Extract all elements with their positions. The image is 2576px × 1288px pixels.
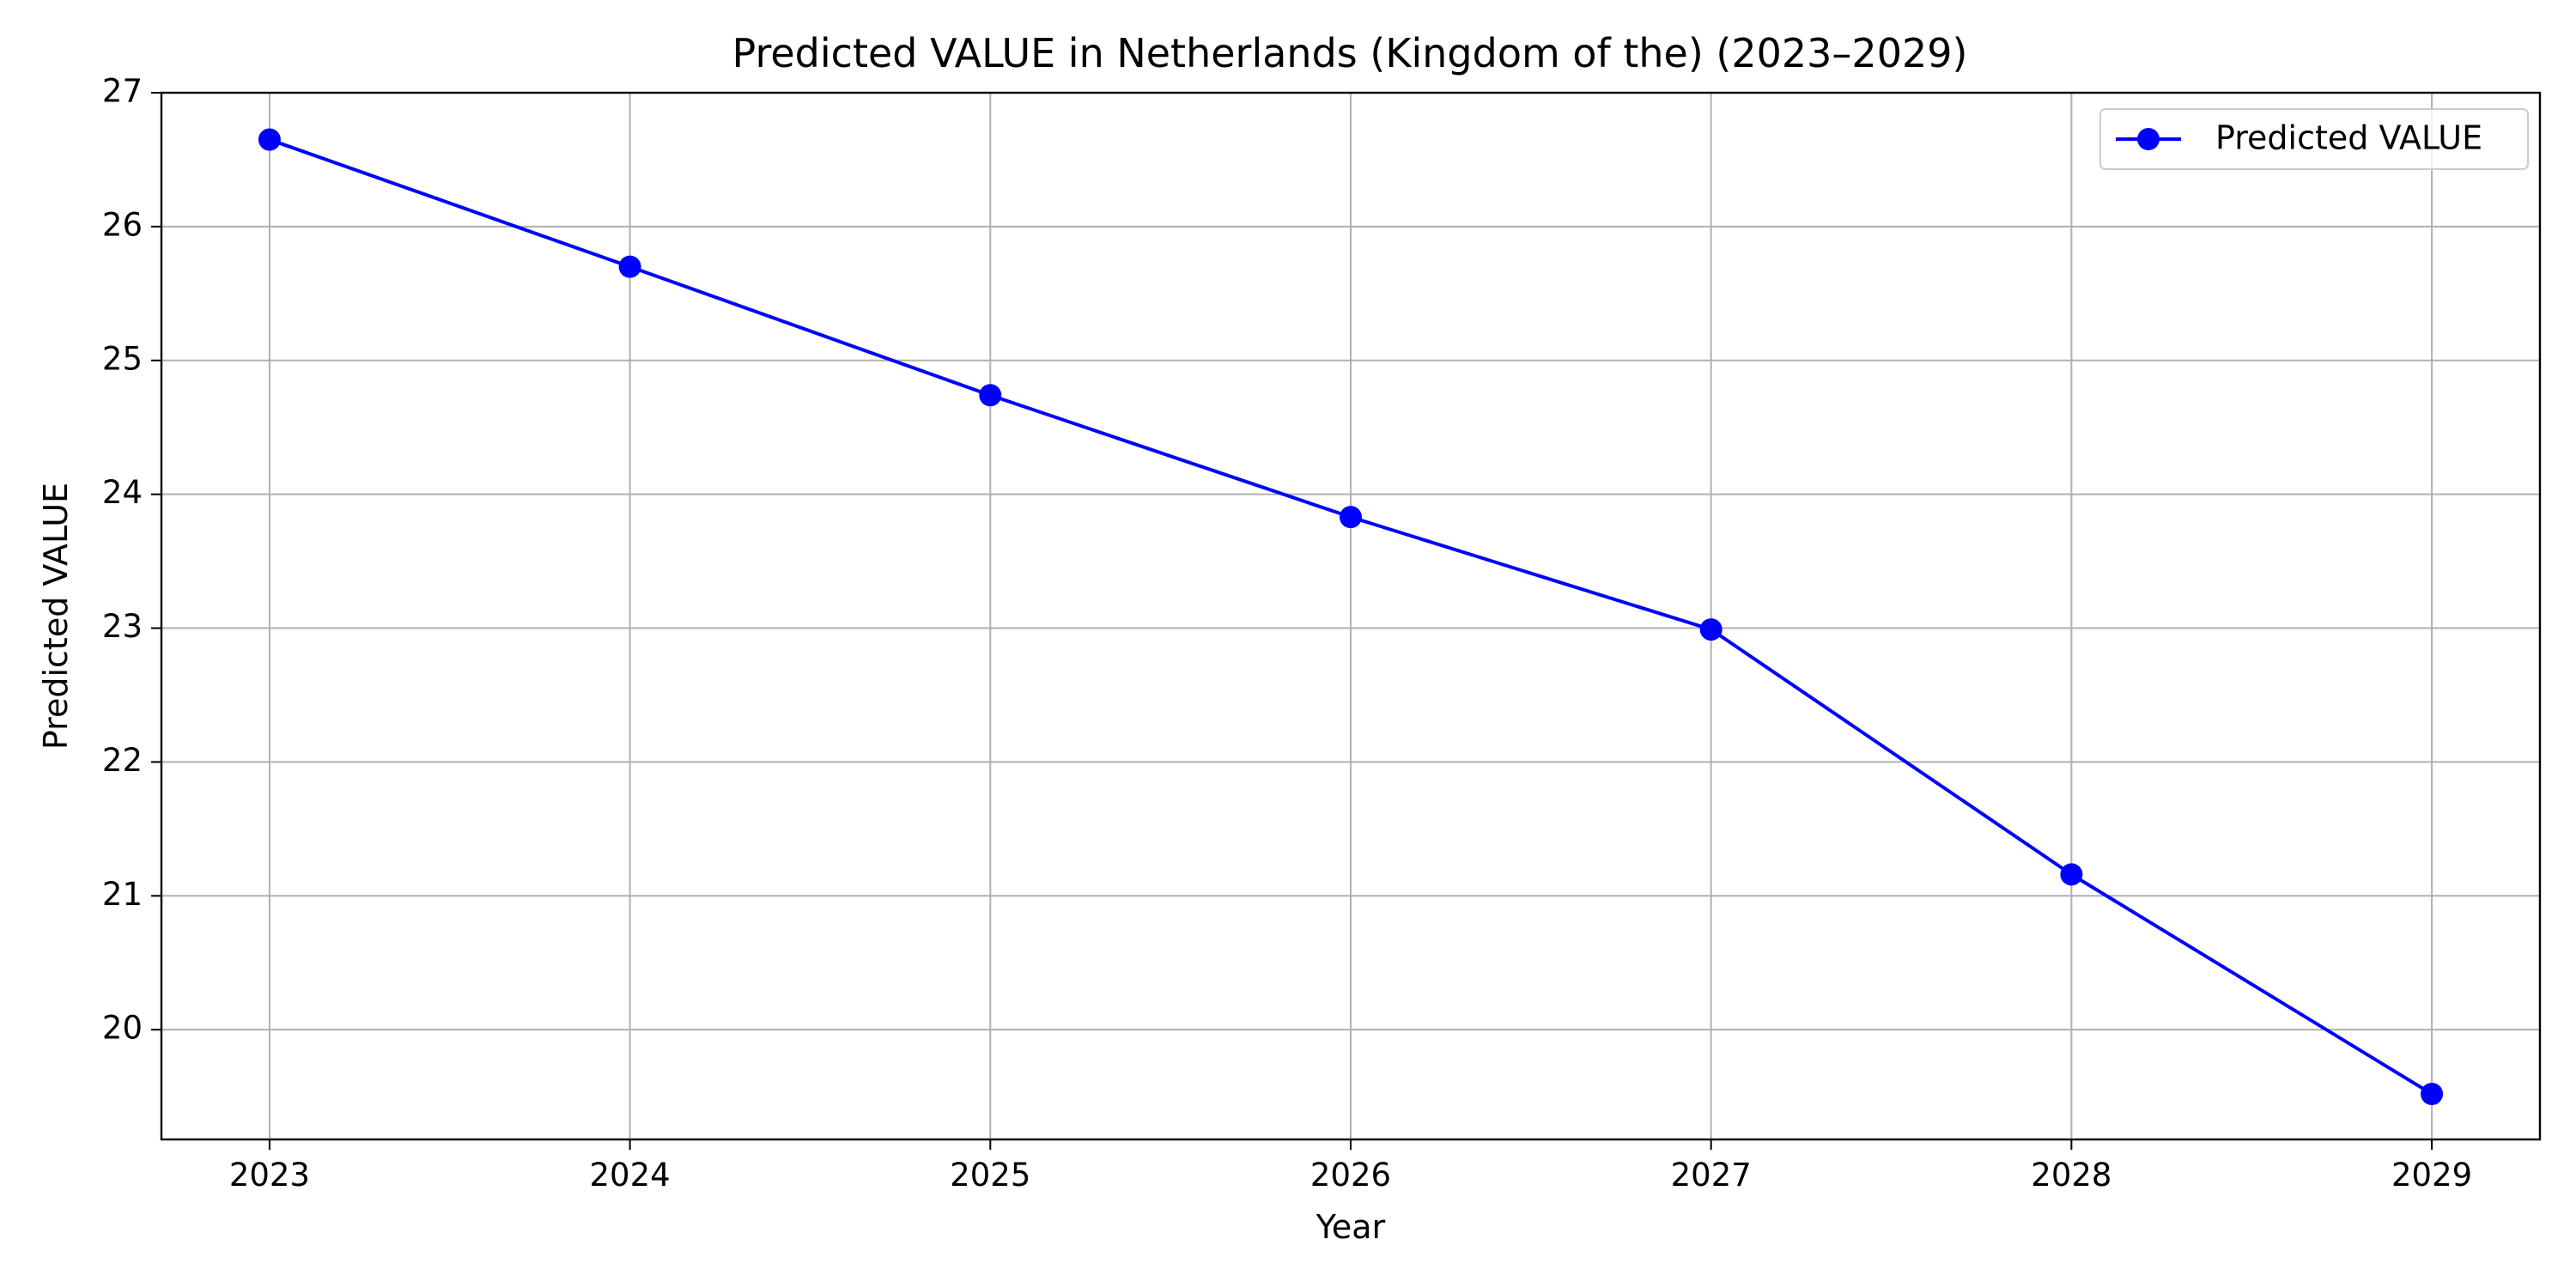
- x-axis-label: Year: [1315, 1208, 1386, 1246]
- axis-ticks: 2023 2024 2025 2026 2027 2028 2029 20 21 22 23 24 25…: [102, 73, 2472, 1194]
- y-tick-label: 21: [102, 876, 143, 913]
- grid: [161, 92, 2540, 1139]
- legend-marker-swatch: [2137, 128, 2160, 150]
- x-tick-label: 2025: [950, 1157, 1030, 1194]
- chart-title: Predicted VALUE in Netherlands (Kingdom …: [732, 30, 1968, 76]
- data-point: [1699, 618, 1722, 641]
- y-tick-label: 22: [102, 742, 143, 779]
- y-tick-label: 24: [102, 474, 143, 511]
- data-point: [979, 384, 1002, 407]
- series-layer: [258, 128, 2444, 1105]
- x-tick-label: 2026: [1310, 1157, 1391, 1194]
- y-tick-label: 25: [102, 340, 143, 377]
- data-point: [258, 128, 281, 151]
- data-point: [2060, 863, 2083, 886]
- y-tick-label: 27: [102, 73, 143, 110]
- x-tick-label: 2028: [2031, 1157, 2111, 1194]
- legend-entry-label: Predicted VALUE: [2215, 119, 2482, 157]
- data-point: [2421, 1083, 2444, 1105]
- data-point: [1340, 506, 1362, 529]
- y-tick-label: 26: [102, 206, 143, 243]
- data-point: [618, 255, 641, 278]
- y-tick-label: 23: [102, 608, 143, 645]
- plot-area-frame: [160, 91, 2542, 1141]
- x-tick-label: 2024: [590, 1157, 671, 1194]
- x-tick-label: 2027: [1671, 1157, 1752, 1194]
- legend-box: [2099, 108, 2529, 170]
- x-tick-label: 2029: [2391, 1157, 2472, 1194]
- y-tick-label: 20: [102, 1010, 143, 1047]
- y-axis-label: Predicted VALUE: [37, 483, 75, 750]
- x-tick-label: 2023: [229, 1157, 310, 1194]
- legend: Predicted VALUE: [2099, 108, 2529, 170]
